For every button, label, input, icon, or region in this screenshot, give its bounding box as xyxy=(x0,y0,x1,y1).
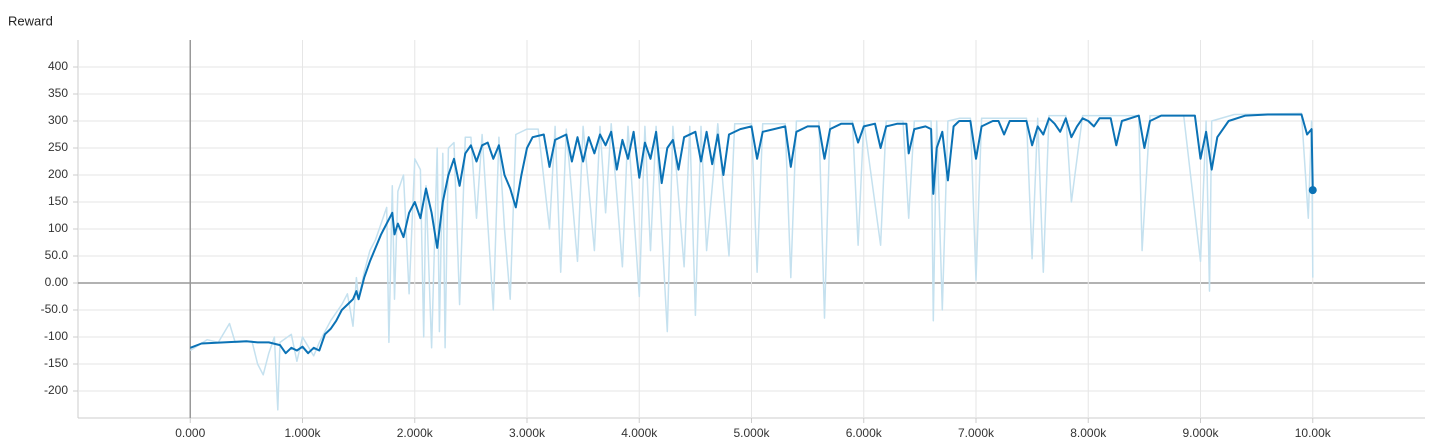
x-tick-label: 0.000 xyxy=(175,426,205,440)
y-tick-label: 50.0 xyxy=(45,248,69,262)
y-tick-label: -50.0 xyxy=(41,302,69,316)
y-tick-label: 350 xyxy=(48,86,68,100)
x-tick-label: 3.000k xyxy=(509,426,546,440)
series-line xyxy=(189,113,1314,355)
x-tick-label: 7.000k xyxy=(958,426,995,440)
x-tick-label: 9.000k xyxy=(1182,426,1219,440)
y-tick-label: 100 xyxy=(48,221,68,235)
x-tick-label: 8.000k xyxy=(1070,426,1107,440)
x-tick-label: 2.000k xyxy=(397,426,434,440)
y-tick-label: 250 xyxy=(48,140,68,154)
x-tick-label: 6.000k xyxy=(846,426,883,440)
y-tick-label: -100 xyxy=(44,329,68,343)
y-tick-label: 150 xyxy=(48,194,68,208)
y-tick-label: 0.00 xyxy=(45,275,69,289)
x-tick-label: 4.000k xyxy=(621,426,658,440)
y-tick-label: 300 xyxy=(48,113,68,127)
y-tick-label: 400 xyxy=(48,59,68,73)
x-tick-label: 1.000k xyxy=(284,426,321,440)
y-tick-label: -150 xyxy=(44,356,68,370)
y-tick-label: 200 xyxy=(48,167,68,181)
x-tick-label: 10.00k xyxy=(1295,426,1332,440)
x-tick-label: 5.000k xyxy=(733,426,770,440)
end-marker xyxy=(1308,186,1317,195)
y-tick-label: -200 xyxy=(44,383,68,397)
chart-title: Reward xyxy=(8,13,53,28)
